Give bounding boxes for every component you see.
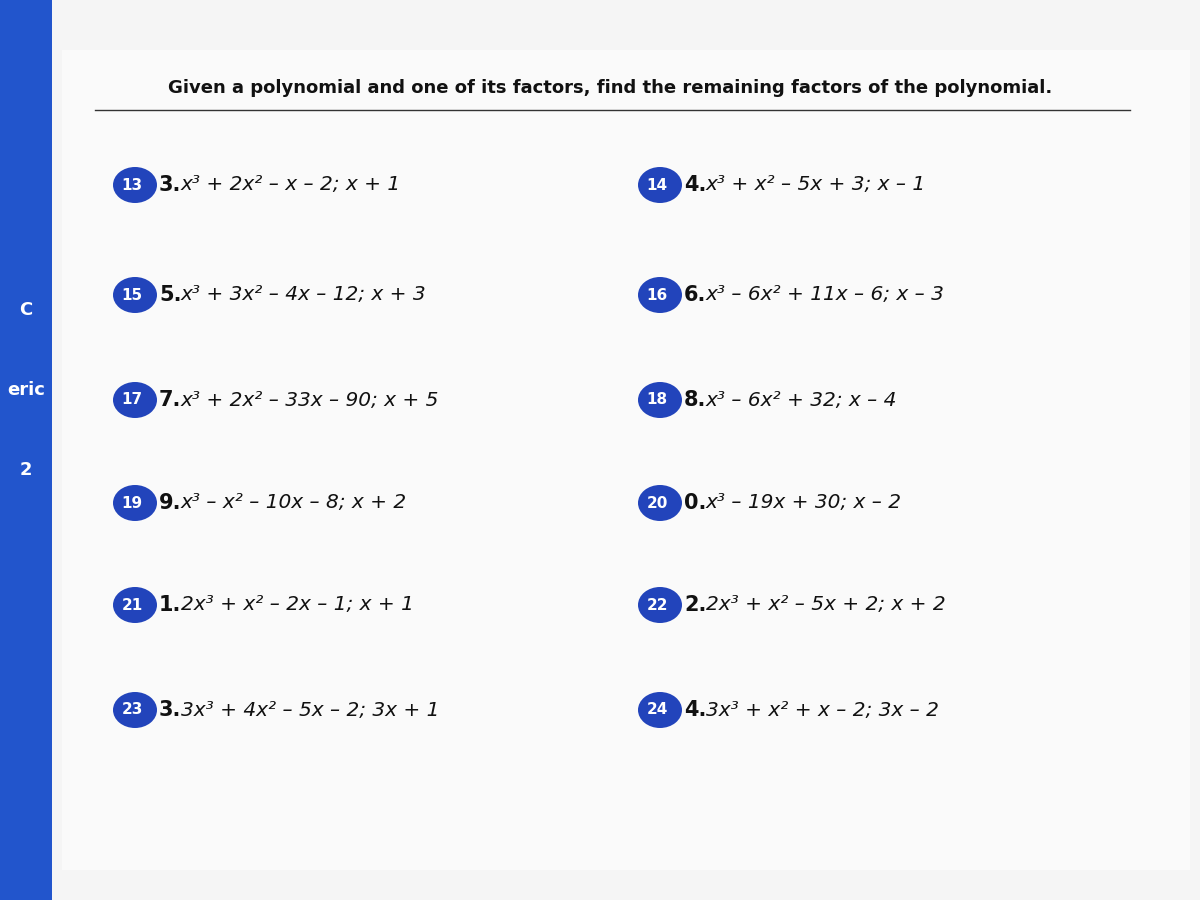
Text: 8.: 8. [684,390,707,410]
Text: 18: 18 [647,392,667,408]
Text: 21: 21 [121,598,143,613]
Text: 3x³ + x² + x – 2; 3x – 2: 3x³ + x² + x – 2; 3x – 2 [706,700,938,719]
Text: 4.: 4. [684,175,707,195]
Text: C: C [19,301,32,319]
Text: 9.: 9. [158,493,181,513]
Ellipse shape [638,485,682,521]
Text: 2.: 2. [684,595,707,615]
Text: 15: 15 [121,287,143,302]
Ellipse shape [113,382,157,418]
Ellipse shape [638,587,682,623]
Text: 3.: 3. [158,700,181,720]
Text: 5.: 5. [158,285,181,305]
Text: 0.: 0. [684,493,707,513]
Text: x³ – 6x² + 11x – 6; x – 3: x³ – 6x² + 11x – 6; x – 3 [706,285,944,304]
Text: 4.: 4. [684,700,707,720]
Text: x³ – x² – 10x – 8; x + 2: x³ – x² – 10x – 8; x + 2 [181,493,407,512]
Ellipse shape [113,485,157,521]
Text: x³ + 2x² – x – 2; x + 1: x³ + 2x² – x – 2; x + 1 [181,176,401,194]
Ellipse shape [113,277,157,313]
Text: 3x³ + 4x² – 5x – 2; 3x + 1: 3x³ + 4x² – 5x – 2; 3x + 1 [181,700,439,719]
Text: 14: 14 [647,177,667,193]
Ellipse shape [638,167,682,203]
Text: 22: 22 [647,598,667,613]
Ellipse shape [113,692,157,728]
Text: 3.: 3. [158,175,181,195]
Text: 13: 13 [121,177,143,193]
Text: 23: 23 [121,703,143,717]
Text: x³ – 19x + 30; x – 2: x³ – 19x + 30; x – 2 [706,493,902,512]
Ellipse shape [113,167,157,203]
Text: x³ + 2x² – 33x – 90; x + 5: x³ + 2x² – 33x – 90; x + 5 [181,391,439,410]
Text: Given a polynomial and one of its factors, find the remaining factors of the pol: Given a polynomial and one of its factor… [168,79,1052,97]
Text: 19: 19 [121,496,143,510]
Text: 17: 17 [121,392,143,408]
Text: 24: 24 [647,703,667,717]
Text: 6.: 6. [684,285,707,305]
Text: 2x³ + x² – 5x + 2; x + 2: 2x³ + x² – 5x + 2; x + 2 [706,596,946,615]
Ellipse shape [638,382,682,418]
Ellipse shape [638,277,682,313]
Text: 7.: 7. [158,390,181,410]
Text: x³ + x² – 5x + 3; x – 1: x³ + x² – 5x + 3; x – 1 [706,176,926,194]
Bar [0,0,52,900]
Text: 2x³ + x² – 2x – 1; x + 1: 2x³ + x² – 2x – 1; x + 1 [181,596,414,615]
Text: x³ – 6x² + 32; x – 4: x³ – 6x² + 32; x – 4 [706,391,898,410]
Text: 16: 16 [647,287,667,302]
Ellipse shape [113,587,157,623]
Ellipse shape [638,692,682,728]
Text: 1.: 1. [158,595,181,615]
Text: x³ + 3x² – 4x – 12; x + 3: x³ + 3x² – 4x – 12; x + 3 [181,285,427,304]
Text: 20: 20 [647,496,667,510]
Text: 2: 2 [19,461,32,479]
Text: eric: eric [7,381,44,399]
